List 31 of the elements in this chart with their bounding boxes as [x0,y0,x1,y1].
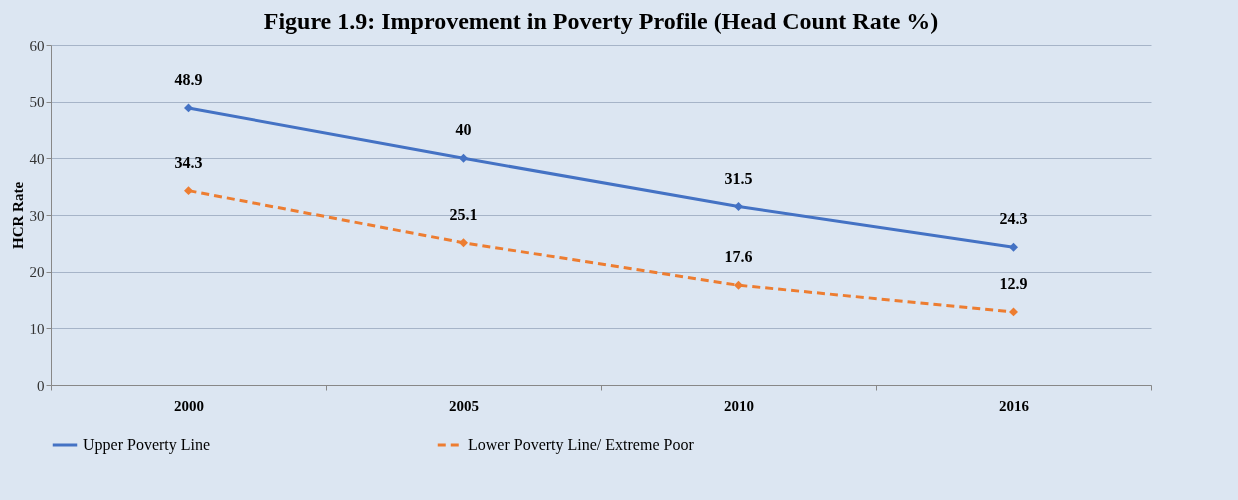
y-axis-title: HCR Rate [9,181,26,250]
data-label: 40 [455,121,472,139]
data-label: 25.1 [449,205,478,223]
legend-label: Upper Poverty Line [83,436,211,454]
data-label: 17.6 [724,248,753,266]
point [184,103,193,113]
data-label: 31.5 [724,169,753,187]
x-tick-label: 2010 [724,397,754,414]
y-tick-label: 60 [29,37,45,54]
point [734,202,743,211]
point [1009,242,1018,252]
point [184,186,193,196]
point [734,280,743,290]
x-tick-label: 2005 [449,397,479,414]
y-tick-label: 30 [29,207,45,224]
y-tick-label: 0 [37,377,45,394]
data-label: 24.3 [999,210,1028,228]
data-label: 34.3 [174,153,203,171]
point [1009,307,1018,317]
y-tick-label: 20 [29,264,45,281]
point [459,238,468,248]
data-label: 48.9 [174,70,203,88]
chart-title: Figure 1.9: Improvement in Poverty Profile (Head Count Rate %) [263,8,939,34]
point [459,153,468,163]
y-tick-label: 10 [29,320,45,337]
y-tick-label: 50 [29,94,45,111]
legend-label: Lower Poverty Line/ Extreme Poor [468,436,695,454]
x-tick-label: 2016 [999,397,1030,414]
y-tick-label: 40 [29,150,45,167]
data-label: 12.9 [999,274,1028,292]
x-tick-label: 2000 [174,397,204,414]
